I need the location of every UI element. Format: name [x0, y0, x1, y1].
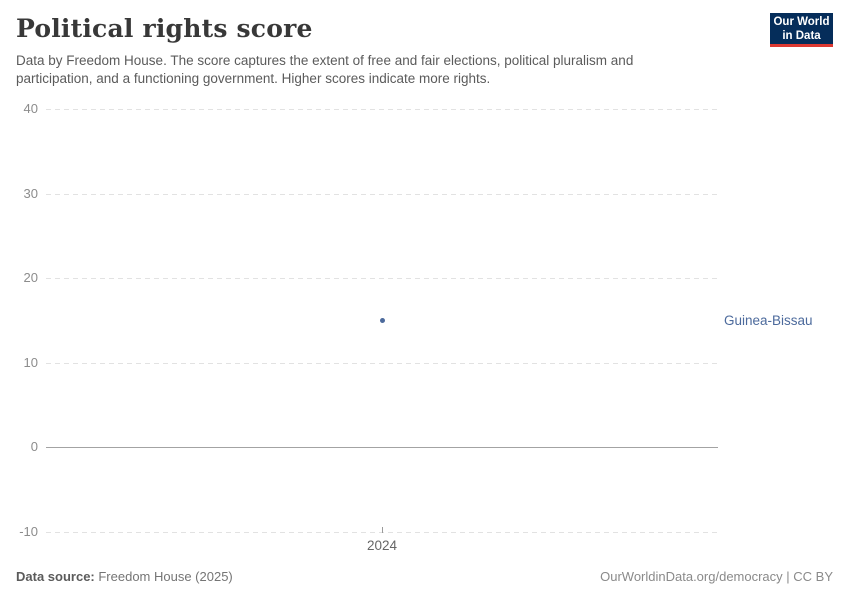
- y-tick-label: -10: [19, 524, 38, 539]
- owid-logo-line2: in Data: [782, 29, 821, 42]
- chart-footer: Data source: Freedom House (2025) OurWor…: [16, 568, 833, 585]
- x-tick-mark: [382, 527, 383, 533]
- page-title: Political rights score: [16, 14, 313, 43]
- chart-subtitle: Data by Freedom House. The score capture…: [16, 53, 634, 86]
- data-source-value: Freedom House (2025): [94, 569, 233, 584]
- license-link[interactable]: OurWorldinData.org/democracy | CC BY: [600, 569, 833, 584]
- y-tick-label: 20: [23, 270, 38, 286]
- y-tick-label: 40: [23, 101, 38, 116]
- gridline: [46, 362, 718, 364]
- gridline: [46, 278, 718, 280]
- y-tick-label: 0: [30, 439, 38, 455]
- entity-label[interactable]: Guinea-Bissau: [724, 312, 813, 328]
- y-tick-label: 10: [23, 354, 38, 370]
- gridline: [46, 193, 718, 195]
- data-source: Data source: Freedom House (2025): [16, 568, 233, 585]
- x-axis-zero-line: [46, 447, 718, 449]
- data-point[interactable]: [379, 318, 385, 323]
- owid-logo[interactable]: Our World in Data: [770, 13, 833, 47]
- owid-logo-line1: Our World: [773, 15, 830, 28]
- x-tick-label: 2024: [366, 538, 398, 553]
- gridline: [46, 109, 718, 110]
- y-tick-label: 30: [23, 185, 38, 201]
- data-source-label: Data source:: [16, 569, 95, 584]
